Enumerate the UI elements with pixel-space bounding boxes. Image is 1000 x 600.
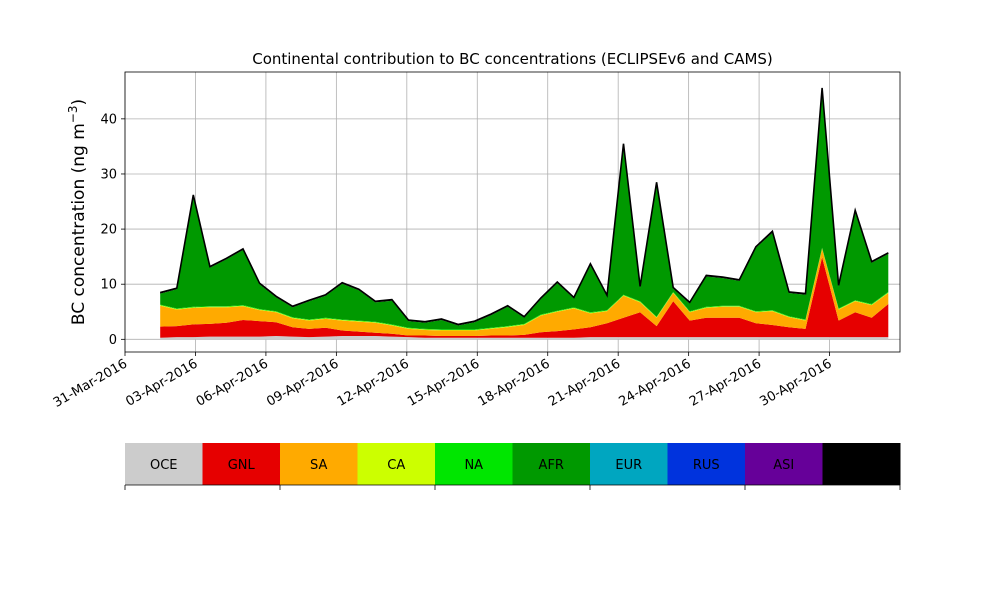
legend-label: CA [387, 458, 405, 473]
x-tick-label: 15-Apr-2016 [405, 356, 482, 409]
legend-item-asi: ASI [745, 443, 823, 485]
total-concentration-line [159, 87, 889, 326]
stacked-areas [160, 88, 889, 340]
legend-item-aus: AUS [822, 443, 901, 485]
x-tick-label: 12-Apr-2016 [335, 356, 412, 409]
legend-swatch [590, 443, 668, 485]
legend-item-sa: SA [280, 443, 358, 485]
y-tick-label: 40 [100, 112, 117, 127]
legend-item-gnl: GNL [202, 443, 281, 485]
plot-frame [124, 71, 901, 353]
legend-item-afr: AFR [512, 443, 591, 485]
legend-swatch [357, 443, 436, 485]
area-sa [160, 248, 889, 336]
y-axis-ticks: 0 10 20 30 40 [100, 112, 125, 348]
legend-label: EUR [615, 458, 642, 473]
legend-swatch [745, 443, 823, 485]
legend-item-na: NA [435, 443, 513, 485]
legend-label: RUS [693, 458, 720, 473]
legend-swatch [822, 443, 901, 485]
y-tick-label: 20 [100, 223, 117, 238]
area-afr [160, 90, 889, 330]
legend-label: NA [464, 458, 483, 473]
x-tick-label: 21-Apr-2016 [546, 356, 623, 409]
legend-item-ca: CA [357, 443, 436, 485]
x-tick-label: 09-Apr-2016 [264, 356, 341, 409]
legend-swatch [435, 443, 513, 485]
legend-label: ASI [773, 458, 794, 473]
legend-item-oce: OCE [125, 443, 203, 485]
legend-label: OCE [150, 458, 178, 473]
x-tick-label: 06-Apr-2016 [194, 356, 271, 409]
legend-item-eur: EUR [590, 443, 668, 485]
area-oce [160, 336, 889, 340]
legend-label: GNL [228, 458, 256, 473]
y-tick-label: 10 [100, 278, 117, 293]
y-tick-label: 30 [100, 167, 117, 182]
y-tick-label: 0 [109, 333, 117, 348]
legend-swatch [202, 443, 281, 485]
x-axis-ticks: 31-Mar-201603-Apr-201606-Apr-201609-Apr-… [51, 352, 835, 411]
legend-colorbar: OCE GNL SA CA NA AFR EUR RUS ASI AUS [124, 443, 901, 490]
x-tick-label: 03-Apr-2016 [123, 356, 200, 409]
legend-swatch [125, 443, 203, 485]
legend-label: SA [310, 458, 327, 473]
chart-title: Continental contribution to BC concentra… [252, 50, 773, 68]
x-tick-label: 27-Apr-2016 [687, 356, 764, 409]
legend-label: AUS [848, 458, 875, 473]
legend-item-rus: RUS [667, 443, 746, 485]
area-gnl [160, 257, 889, 338]
legend-swatch [667, 443, 746, 485]
x-tick-label: 24-Apr-2016 [617, 356, 694, 409]
x-tick-label: 18-Apr-2016 [476, 356, 553, 409]
legend-label: AFR [539, 458, 564, 473]
legend-swatch [280, 443, 358, 485]
plot-area: 0 10 20 30 40 31-Mar-201603-Apr-201606-Apr-2… [51, 71, 901, 411]
legend-swatch [512, 443, 591, 485]
x-tick-label: 31-Mar-2016 [51, 356, 130, 410]
y-axis-label: BC concentration (ng m−3) [66, 99, 89, 325]
x-tick-label: 30-Apr-2016 [757, 356, 834, 409]
